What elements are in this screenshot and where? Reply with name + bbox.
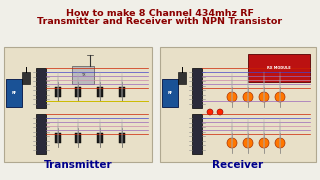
Bar xyxy=(97,133,103,143)
Bar xyxy=(119,87,125,97)
Circle shape xyxy=(217,109,223,115)
Bar xyxy=(192,114,202,154)
Circle shape xyxy=(227,138,237,148)
Circle shape xyxy=(227,92,237,102)
Bar xyxy=(97,87,103,97)
Text: TX: TX xyxy=(81,73,85,77)
Bar xyxy=(75,133,81,143)
Bar xyxy=(55,87,61,97)
Bar xyxy=(160,47,316,162)
Text: RF: RF xyxy=(167,91,172,95)
Circle shape xyxy=(275,92,285,102)
Text: Receiver: Receiver xyxy=(212,160,264,170)
Bar xyxy=(22,72,30,84)
Bar xyxy=(36,114,46,154)
Bar xyxy=(248,54,310,82)
Circle shape xyxy=(207,109,213,115)
Bar xyxy=(178,72,186,84)
Text: Transmitter: Transmitter xyxy=(44,160,112,170)
Bar xyxy=(4,47,152,162)
Text: Transmitter and Receiver with NPN Transistor: Transmitter and Receiver with NPN Transi… xyxy=(37,17,283,26)
Bar xyxy=(75,87,81,97)
Text: RX MODULE: RX MODULE xyxy=(267,66,291,70)
Bar xyxy=(36,68,46,108)
Circle shape xyxy=(243,138,253,148)
Circle shape xyxy=(259,92,269,102)
Bar xyxy=(55,133,61,143)
Bar xyxy=(72,66,94,84)
Text: How to make 8 Channel 434mhz RF: How to make 8 Channel 434mhz RF xyxy=(66,9,254,18)
Bar xyxy=(119,133,125,143)
Bar xyxy=(162,79,178,107)
Circle shape xyxy=(275,138,285,148)
Text: RF: RF xyxy=(12,91,17,95)
Bar xyxy=(6,79,22,107)
Circle shape xyxy=(259,138,269,148)
Bar xyxy=(192,68,202,108)
Circle shape xyxy=(243,92,253,102)
